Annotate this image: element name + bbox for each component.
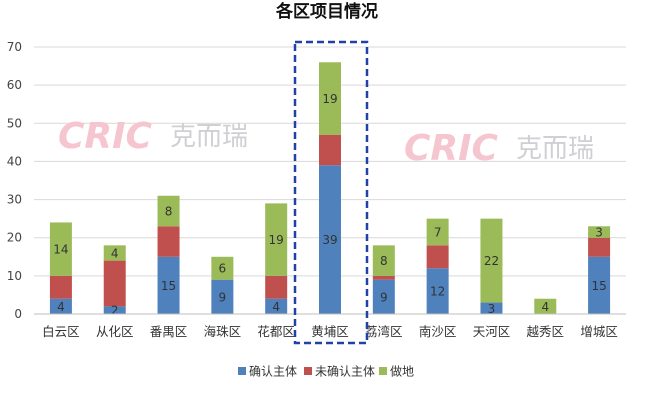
data-label: 8 [380,254,388,268]
watermarks: CRIC 克而瑞 CRIC 克而瑞 [58,116,594,169]
bar-segment [319,62,341,135]
bar-segment [319,134,341,166]
x-tick-label: 越秀区 [527,324,565,339]
bar-segment [157,256,180,314]
bar-segment [157,226,180,257]
data-label: 39 [322,233,337,247]
data-label: 4 [57,300,65,314]
x-tick-label: 白云区 [42,324,80,339]
bar-segment [426,218,449,246]
data-label: 19 [269,233,284,247]
data-label: 6 [219,262,227,276]
y-tick-label: 30 [7,193,22,207]
data-label: 15 [591,279,606,293]
bar-segment [265,298,288,314]
watermark-cn: 克而瑞 [170,122,248,152]
bar-segment [157,195,180,227]
bar-segment [103,306,126,314]
legend: 确认主体 未确认主体 做地 [238,364,414,379]
bar-segment [372,245,395,276]
bar-segment [103,260,126,307]
watermark-cn: 克而瑞 [516,134,594,164]
bar-segment [49,298,72,314]
data-label: 7 [434,225,442,239]
data-label: 12 [430,285,445,299]
y-tick-label: 40 [7,154,22,168]
bar-segment [265,275,288,299]
bar-segment [372,275,395,280]
bar-segment [319,165,341,314]
y-tick-label: 0 [14,307,22,321]
legend-swatch [304,367,312,375]
y-tick-label: 50 [7,116,22,130]
bars [49,62,611,314]
data-label: 22 [484,254,499,268]
y-tick-label: 60 [7,78,22,92]
bar-segment [588,226,611,238]
x-tick-label: 增城区 [580,324,618,339]
bar-segment [103,245,126,261]
y-tick-label: 70 [7,40,22,54]
x-tick-label: 海珠区 [204,324,242,339]
legend-swatch [238,367,246,375]
data-label: 4 [272,300,280,314]
bar-segment [426,268,449,314]
legend-label: 确认主体 [249,365,297,379]
legend-label: 未确认主体 [315,365,375,379]
bar-segment [372,279,395,314]
x-tick-label: 花都区 [257,324,295,339]
watermark-logo: CRIC [58,116,153,157]
y-axis: 0 10 20 30 40 50 60 70 [7,40,22,321]
bar-segment [588,256,611,314]
data-label: 4 [111,246,119,260]
highlight-rect [293,40,369,345]
data-label: 19 [322,92,337,106]
bar-segment [265,203,288,276]
x-tick-label: 南沙区 [419,324,457,339]
x-axis: 白云区 从化区 番禺区 海珠区 花都区 黄埔区 荔湾区 南沙区 天河区 越秀区 增城区 [34,313,626,339]
data-label: 14 [53,243,68,257]
x-tick-label: 黄埔区 [311,324,349,339]
bar-segment [480,218,503,303]
x-tick-label: 番禺区 [150,324,188,339]
x-tick-label: 荔湾区 [365,324,403,339]
bar-segment [49,222,72,276]
bar-segment [534,298,557,314]
bar-segment [211,256,234,280]
y-tick-label: 20 [7,231,22,245]
data-label: 3 [595,225,603,239]
data-label: 4 [541,300,549,314]
watermark-logo: CRIC [404,128,499,169]
legend-label: 做地 [390,364,414,379]
data-label: 2 [111,304,119,318]
chart-title: 各区项目情况 [275,1,378,22]
highlight-box [293,40,369,345]
data-label: 8 [165,205,173,219]
data-label: 15 [161,279,176,293]
y-tick-label: 10 [7,269,22,283]
legend-swatch [379,367,387,375]
data-label: 9 [219,290,227,304]
bar-segment [211,279,234,314]
data-label: 3 [488,302,496,316]
bar-segment [588,237,611,257]
x-tick-label: 天河区 [473,324,511,339]
bar-segment [426,245,449,269]
bar-segment [49,275,72,299]
data-label: 9 [380,290,388,304]
bar-segment [480,302,503,314]
x-tick-label: 从化区 [96,324,134,339]
